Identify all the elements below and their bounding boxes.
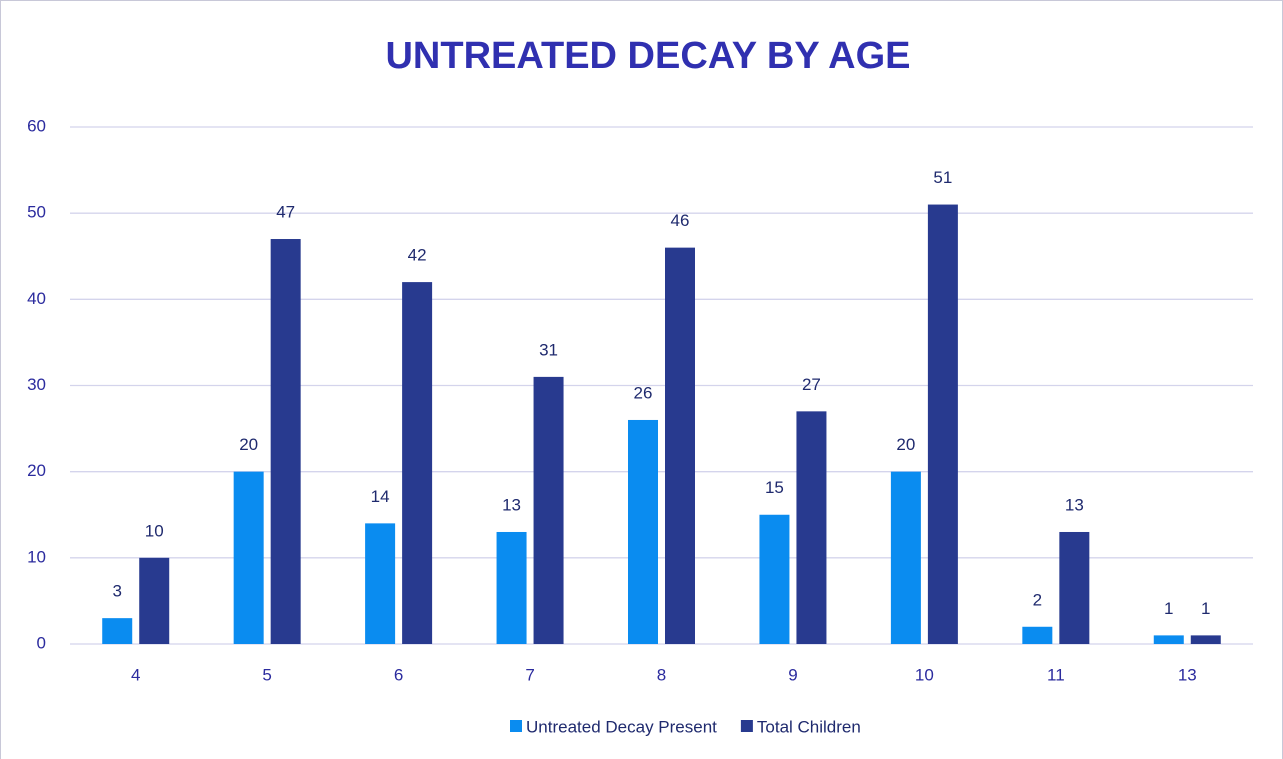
y-tick-label: 10: [27, 547, 46, 566]
value-label: 2: [1033, 590, 1042, 609]
legend-swatch: [510, 720, 522, 732]
bar: [796, 411, 827, 644]
x-tick-label: 10: [915, 665, 934, 684]
value-label: 14: [371, 487, 390, 506]
value-label: 42: [408, 246, 427, 265]
x-tick-label: 13: [1178, 665, 1197, 684]
bar: [665, 247, 695, 644]
bar: [402, 282, 433, 644]
value-label: 1: [1164, 599, 1173, 618]
y-tick-label: 60: [27, 116, 46, 135]
x-tick-label: 7: [525, 665, 534, 684]
y-tick-label: 20: [27, 461, 46, 480]
value-label: 27: [802, 375, 821, 394]
bar: [365, 523, 396, 644]
value-label: 13: [1065, 495, 1084, 514]
bar: [102, 618, 133, 644]
y-tick-label: 50: [27, 203, 46, 222]
value-label: 1: [1201, 599, 1210, 618]
x-tick-label: 4: [131, 665, 140, 684]
bar: [533, 376, 564, 644]
bar: [496, 531, 527, 644]
y-tick-label: 30: [27, 375, 46, 394]
value-label: 26: [634, 383, 653, 402]
value-label: 31: [539, 340, 558, 359]
legend-label: Total Children: [757, 717, 861, 736]
bar: [139, 557, 170, 644]
value-label: 47: [276, 203, 295, 222]
legend-label: Untreated Decay Present: [526, 717, 717, 736]
bar: [1190, 635, 1221, 644]
x-tick-label: 5: [262, 665, 271, 684]
y-tick-label: 0: [37, 633, 46, 652]
bar: [1153, 635, 1184, 644]
x-tick-label: 9: [788, 665, 797, 684]
x-tick-label: 6: [394, 665, 403, 684]
bar: [628, 419, 658, 644]
x-tick-label: 8: [657, 665, 666, 684]
y-tick-label: 40: [27, 289, 46, 308]
bar: [927, 204, 958, 645]
bar: [233, 471, 264, 644]
value-label: 3: [112, 582, 121, 601]
value-label: 51: [933, 168, 952, 187]
value-label: 13: [502, 495, 521, 514]
value-label: 15: [765, 478, 784, 497]
value-label: 10: [145, 521, 164, 540]
bar: [759, 514, 790, 644]
chart-title: UNTREATED DECAY BY AGE: [385, 35, 910, 77]
bar: [270, 239, 301, 644]
value-label: 20: [896, 435, 915, 454]
value-label: 20: [239, 435, 258, 454]
x-tick-label: 11: [1047, 665, 1065, 684]
bar: [1022, 626, 1053, 644]
value-label: 46: [671, 211, 690, 230]
bar: [890, 471, 921, 644]
bar: [1059, 531, 1090, 644]
legend-swatch: [740, 720, 753, 732]
